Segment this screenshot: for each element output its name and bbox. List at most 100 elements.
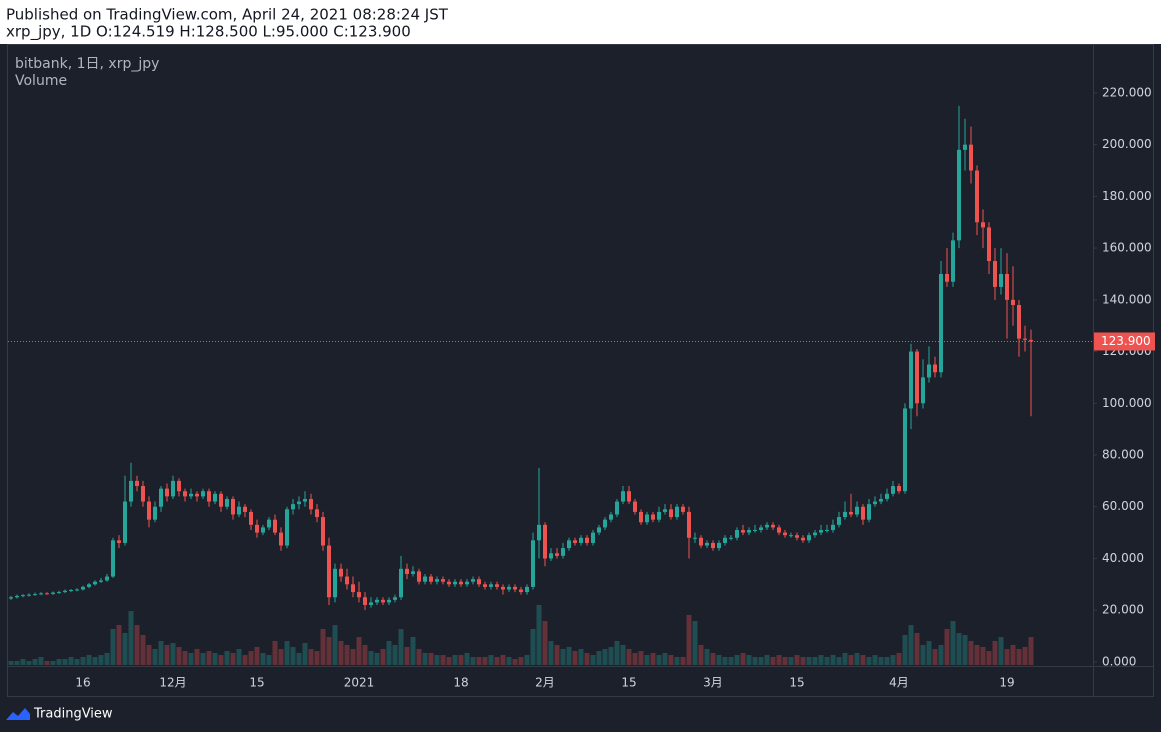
candle-body [315, 509, 319, 518]
candle [123, 475, 127, 546]
x-tick-label: 12月 [159, 676, 186, 690]
candle-body [291, 504, 295, 510]
candle-body [147, 501, 151, 520]
volume-bar [584, 653, 590, 665]
volume-bar [656, 655, 662, 665]
candle [45, 592, 49, 595]
candle [663, 504, 667, 515]
candle [237, 501, 241, 518]
candle [105, 573, 109, 582]
last-price-label: 123.900 [1101, 334, 1151, 348]
candle [423, 573, 427, 585]
candle-body [267, 519, 271, 528]
volume-bar [332, 625, 338, 665]
volume-bar [86, 655, 92, 665]
candle-body [531, 540, 535, 587]
candle [579, 535, 583, 546]
volume-bar [152, 649, 158, 665]
volume-bar [608, 647, 614, 665]
candle-body [909, 351, 913, 409]
y-tick-label: 80.000 [1102, 448, 1144, 462]
volume-bar [998, 637, 1004, 665]
brand: TradingView [33, 707, 113, 722]
volume-bar [974, 645, 980, 665]
candle-body [141, 486, 145, 502]
volume-bar [782, 657, 788, 665]
volume-bar [668, 655, 674, 665]
candle-body [15, 595, 19, 598]
candle-body [237, 506, 241, 515]
candle [39, 592, 43, 596]
candle [57, 590, 61, 594]
x-tick-label: 15 [789, 676, 804, 690]
volume-bar [218, 655, 224, 665]
candle [429, 573, 433, 585]
candle [531, 532, 535, 590]
candle-body [915, 351, 919, 404]
candle [513, 584, 517, 593]
volume-bar [818, 655, 824, 665]
candle [9, 595, 13, 600]
candle-body [21, 595, 25, 597]
volume-bar [68, 657, 74, 665]
candle-body [1017, 305, 1021, 339]
candle [963, 118, 967, 171]
candle-body [459, 581, 463, 585]
candle-body [969, 144, 973, 171]
candle [927, 346, 931, 383]
volume-bars [8, 605, 1034, 665]
candle-body [1029, 339, 1033, 342]
volume-bar [644, 655, 650, 665]
candle-body [999, 273, 1003, 287]
volume-bar [518, 657, 524, 665]
volume-bar [980, 647, 986, 665]
candle-body [249, 511, 253, 525]
candle [153, 501, 157, 523]
volume-bar [602, 649, 608, 665]
candle [903, 403, 907, 494]
candle [951, 232, 955, 287]
candle [231, 496, 235, 520]
candle [585, 535, 589, 546]
candle-body [585, 537, 589, 543]
candle-body [381, 599, 385, 603]
candle [483, 581, 487, 590]
volume-bar [404, 647, 410, 665]
candle-body [813, 532, 817, 536]
candle [219, 491, 223, 512]
x-tick-label: 3月 [703, 676, 723, 690]
volume-bar [80, 657, 86, 665]
volume-bar [566, 647, 572, 665]
volume-bar [884, 657, 890, 665]
volume-bar [710, 653, 716, 665]
volume-bar [692, 621, 698, 665]
volume-bar [968, 641, 974, 665]
candle [75, 588, 79, 592]
candle [471, 576, 475, 585]
volume-bar [128, 611, 134, 665]
volume-bar [314, 651, 320, 665]
volume-bar [920, 645, 926, 665]
candle [813, 530, 817, 538]
candle [957, 105, 961, 249]
candle [897, 483, 901, 494]
volume-bar [740, 653, 746, 665]
candle [969, 126, 973, 184]
candle [309, 493, 313, 515]
volume-bar [548, 641, 554, 665]
volume-bar [752, 657, 758, 665]
volume-bar [770, 657, 776, 665]
volume-bar [554, 645, 560, 665]
candle-body [831, 524, 835, 531]
candle-body [693, 537, 697, 539]
y-tick-label: 160.000 [1102, 241, 1152, 255]
candle-body [219, 493, 223, 507]
volume-bar [158, 641, 164, 665]
candle-body [213, 493, 217, 502]
chart-frame [7, 44, 1154, 697]
candle [825, 524, 829, 533]
volume-bar [44, 661, 50, 665]
candle-body [621, 491, 625, 502]
volume-bar [620, 645, 626, 665]
candle-body [339, 568, 343, 577]
